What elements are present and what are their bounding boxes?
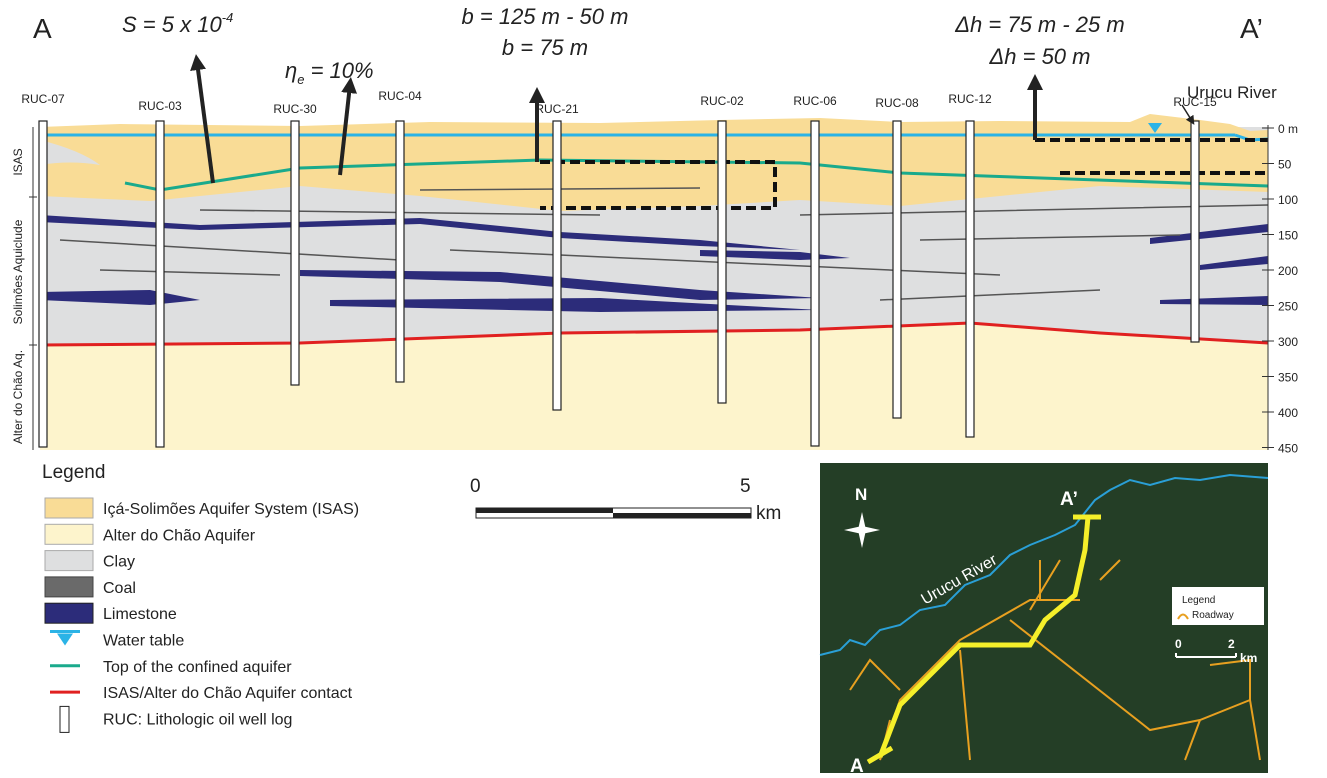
depth-label: 200 — [1278, 264, 1298, 278]
depth-label: 350 — [1278, 371, 1298, 385]
river-label: Urucu River — [1187, 83, 1277, 102]
legend-label: Top of the confined aquifer — [103, 659, 292, 676]
map-north: N — [855, 485, 867, 504]
well-log — [39, 121, 47, 447]
legend-item: Water table — [50, 632, 184, 650]
well-label: RUC-03 — [138, 99, 182, 113]
legend-swatch — [45, 603, 93, 623]
depth-label: 400 — [1278, 406, 1298, 420]
legend: Içá-Solimões Aquifer System (ISAS) Alter … — [45, 498, 359, 732]
well-log — [291, 121, 299, 385]
map-legend-item: Roadway — [1192, 610, 1234, 621]
well-log — [966, 121, 974, 437]
map-legend-title: Legend — [1182, 595, 1215, 606]
map-scale-label: 2 — [1228, 637, 1235, 651]
well-label: RUC-02 — [700, 94, 744, 108]
well-log — [718, 121, 726, 403]
well-label: RUC-21 — [535, 102, 579, 116]
scale-label: 0 — [470, 476, 481, 497]
legend-item: Alter do Chão Aquifer — [45, 524, 256, 544]
map-end: A’ — [1060, 489, 1078, 510]
map-scale-label: km — [1240, 651, 1257, 665]
legend-label: Clay — [103, 554, 135, 571]
legend-label: ISAS/Alter do Chão Aquifer contact — [103, 685, 353, 702]
unit-label: ISAS — [11, 148, 25, 175]
legend-item: Limestone — [45, 603, 177, 623]
legend-swatch — [45, 551, 93, 571]
legend-item: ISAS/Alter do Chão Aquifer contact — [50, 685, 353, 702]
depth-label: 300 — [1278, 335, 1298, 349]
head-annotation: Δh = 75 m - 25 m — [954, 12, 1124, 37]
legend-swatch — [57, 634, 73, 646]
porosity-annotation: ηe = 10% — [285, 58, 374, 87]
scale-bar — [476, 508, 613, 513]
legend-item: Top of the confined aquifer — [50, 659, 292, 676]
legend-label: Alter do Chão Aquifer — [103, 527, 256, 544]
head-annotation: Δh = 50 m — [989, 44, 1091, 69]
legend-label: Içá-Solimões Aquifer System (ISAS) — [103, 501, 359, 518]
well-log — [1191, 121, 1199, 342]
well-label: RUC-04 — [378, 89, 422, 103]
legend-item: Coal — [45, 577, 136, 597]
scale-bar — [613, 513, 751, 518]
unit-label: Alter do Chão Aq. — [11, 350, 25, 444]
figure: RUC-07 RUC-03 RUC-30 RUC-04 RUC-21 RUC-02 RUC-… — [0, 0, 1327, 778]
legend-label: Limestone — [103, 606, 177, 623]
legend-swatch — [60, 706, 69, 732]
legend-item: Clay — [45, 551, 135, 571]
well-log — [553, 121, 561, 410]
legend-label: Water table — [103, 633, 184, 650]
well-label: RUC-06 — [793, 94, 837, 108]
well-log — [396, 121, 404, 382]
scale-label: km — [756, 503, 781, 524]
well-log — [156, 121, 164, 447]
legend-swatch — [45, 577, 93, 597]
thickness-annotation: b = 75 m — [502, 35, 588, 60]
well-label: RUC-30 — [273, 102, 317, 116]
scale-label: 5 — [740, 476, 751, 497]
legend-label: RUC: Lithologic oil well log — [103, 711, 292, 728]
well-label: RUC-12 — [948, 92, 992, 106]
well-label: RUC-07 — [21, 92, 65, 106]
well-log — [811, 121, 819, 446]
legend-swatch — [45, 524, 93, 544]
well-label: RUC-08 — [875, 96, 919, 110]
legend-label: Coal — [103, 580, 136, 597]
storage-annotation: S = 5 x 10-4 — [122, 10, 233, 37]
section-end: A’ — [1240, 13, 1263, 44]
legend-item: RUC: Lithologic oil well log — [60, 706, 292, 732]
well-log — [893, 121, 901, 418]
depth-label: 250 — [1278, 300, 1298, 314]
legend-title: Legend — [42, 462, 105, 483]
depth-label: 450 — [1278, 442, 1298, 456]
depth-label: 100 — [1278, 193, 1298, 207]
depth-label: 150 — [1278, 229, 1298, 243]
section-end: A — [33, 13, 52, 44]
map-scale-label: 0 — [1175, 637, 1182, 651]
depth-label: 50 — [1278, 158, 1292, 172]
unit-label: Solimões Aquiclude — [11, 219, 25, 324]
legend-item: Içá-Solimões Aquifer System (ISAS) — [45, 498, 359, 518]
map-start: A — [850, 756, 864, 777]
legend-swatch — [45, 498, 93, 518]
depth-label: 0 m — [1278, 122, 1298, 136]
thickness-annotation: b = 125 m - 50 m — [462, 4, 629, 29]
